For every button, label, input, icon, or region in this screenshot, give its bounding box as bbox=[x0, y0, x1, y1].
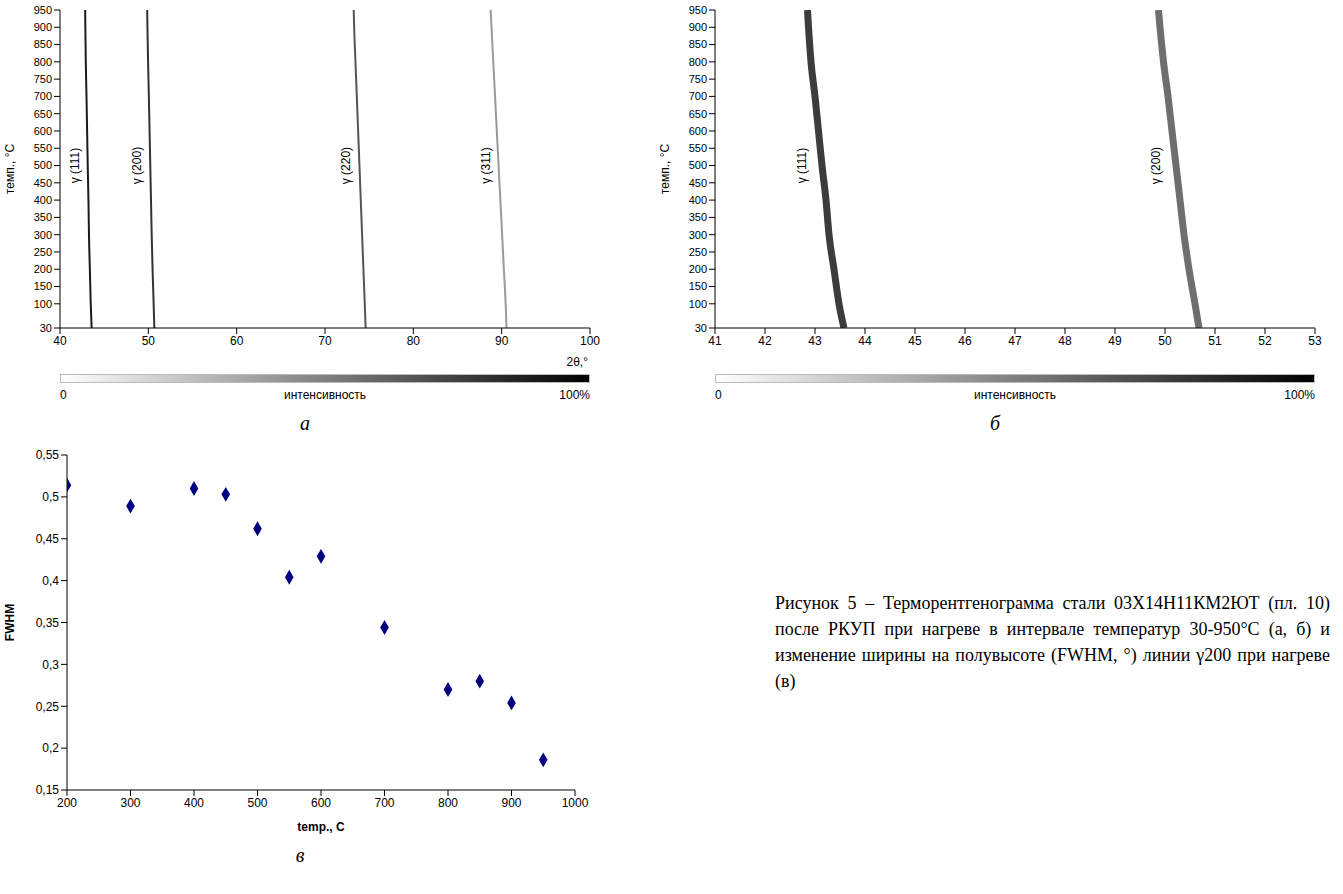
html-text:100%: 100% bbox=[1284, 388, 1315, 402]
svg-text:350: 350 bbox=[689, 211, 707, 223]
svg-text:44: 44 bbox=[858, 334, 872, 348]
svg-text:51: 51 bbox=[1208, 334, 1222, 348]
svg-text:200: 200 bbox=[34, 263, 52, 275]
svg-text:800: 800 bbox=[438, 796, 458, 810]
svg-text:750: 750 bbox=[34, 73, 52, 85]
svg-text:0,2: 0,2 bbox=[42, 741, 59, 755]
svg-text:45: 45 bbox=[908, 334, 922, 348]
svg-text:600: 600 bbox=[34, 125, 52, 137]
svg-text:150: 150 bbox=[34, 280, 52, 292]
svg-text:850: 850 bbox=[689, 38, 707, 50]
svg-text:300: 300 bbox=[120, 796, 140, 810]
svg-text:60: 60 bbox=[230, 334, 244, 348]
svg-text:500: 500 bbox=[34, 159, 52, 171]
svg-text:2θ,°: 2θ,° bbox=[567, 355, 589, 369]
svg-text:46: 46 bbox=[958, 334, 972, 348]
svg-text:40: 40 bbox=[53, 334, 67, 348]
svg-text:0,55: 0,55 bbox=[36, 448, 60, 462]
html-text:б: б bbox=[990, 412, 1000, 434]
svg-text:90: 90 bbox=[495, 334, 509, 348]
svg-text:temp., C: temp., C bbox=[297, 820, 345, 834]
html-text:интенсивность: интенсивность bbox=[973, 388, 1057, 402]
svg-text:700: 700 bbox=[34, 90, 52, 102]
svg-text:темп., °С: темп., °С bbox=[658, 144, 672, 195]
svg-text:43: 43 bbox=[808, 334, 822, 348]
html-text:а: а bbox=[300, 412, 310, 434]
svg-text:30: 30 bbox=[695, 322, 707, 334]
svg-text:48: 48 bbox=[1058, 334, 1072, 348]
svg-text:γ (200): γ (200) bbox=[130, 147, 144, 184]
svg-text:200: 200 bbox=[689, 263, 707, 275]
svg-text:450: 450 bbox=[34, 177, 52, 189]
svg-text:550: 550 bbox=[689, 142, 707, 154]
svg-text:0,35: 0,35 bbox=[36, 616, 60, 630]
svg-text:γ (220): γ (220) bbox=[339, 147, 353, 184]
svg-text:350: 350 bbox=[34, 211, 52, 223]
html-text:0: 0 bbox=[60, 388, 67, 402]
svg-text:53: 53 bbox=[1308, 334, 1322, 348]
svg-text:850: 850 bbox=[34, 38, 52, 50]
svg-text:700: 700 bbox=[374, 796, 394, 810]
svg-text:80: 80 bbox=[407, 334, 421, 348]
svg-text:γ (200): γ (200) bbox=[1149, 147, 1163, 184]
svg-text:450: 450 bbox=[689, 177, 707, 189]
svg-text:650: 650 bbox=[34, 108, 52, 120]
html-text:Рисунок 5 – Терморентгенограмм: Рисунок 5 – Терморентгенограмма стали 03… bbox=[775, 593, 1330, 691]
svg-text:0,5: 0,5 bbox=[42, 490, 59, 504]
html-text:0: 0 bbox=[715, 388, 722, 402]
svg-text:0,15: 0,15 bbox=[36, 783, 60, 797]
html-text:100%: 100% bbox=[559, 388, 590, 402]
svg-text:600: 600 bbox=[311, 796, 331, 810]
svg-text:FWHM: FWHM bbox=[3, 604, 17, 641]
svg-text:100: 100 bbox=[689, 298, 707, 310]
svg-text:400: 400 bbox=[184, 796, 204, 810]
svg-text:900: 900 bbox=[501, 796, 521, 810]
html-text:интенсивность: интенсивность bbox=[283, 388, 367, 402]
html-text:в: в bbox=[295, 844, 305, 866]
svg-text:900: 900 bbox=[34, 21, 52, 33]
svg-text:49: 49 bbox=[1108, 334, 1122, 348]
svg-text:800: 800 bbox=[34, 56, 52, 68]
svg-text:950: 950 bbox=[689, 4, 707, 16]
svg-text:42: 42 bbox=[758, 334, 772, 348]
svg-text:300: 300 bbox=[34, 229, 52, 241]
svg-text:250: 250 bbox=[34, 246, 52, 258]
svg-text:650: 650 bbox=[689, 108, 707, 120]
svg-text:47: 47 bbox=[1008, 334, 1022, 348]
svg-text:γ (111): γ (111) bbox=[68, 148, 82, 184]
svg-text:0,4: 0,4 bbox=[42, 574, 59, 588]
svg-text:41: 41 bbox=[708, 334, 722, 348]
svg-text:0,3: 0,3 bbox=[42, 658, 59, 672]
svg-text:100: 100 bbox=[580, 334, 600, 348]
svg-text:52: 52 bbox=[1258, 334, 1272, 348]
svg-text:800: 800 bbox=[689, 56, 707, 68]
svg-text:1000: 1000 bbox=[562, 796, 589, 810]
svg-text:150: 150 bbox=[689, 280, 707, 292]
svg-text:0,45: 0,45 bbox=[36, 532, 60, 546]
svg-text:100: 100 bbox=[34, 298, 52, 310]
svg-text:750: 750 bbox=[689, 73, 707, 85]
svg-text:300: 300 bbox=[689, 229, 707, 241]
svg-text:250: 250 bbox=[689, 246, 707, 258]
svg-text:γ (311): γ (311) bbox=[479, 147, 493, 183]
svg-text:950: 950 bbox=[34, 4, 52, 16]
svg-text:30: 30 bbox=[40, 322, 52, 334]
svg-text:70: 70 bbox=[318, 334, 332, 348]
svg-text:γ (111): γ (111) bbox=[795, 148, 809, 184]
svg-text:700: 700 bbox=[689, 90, 707, 102]
svg-text:0,25: 0,25 bbox=[36, 700, 60, 714]
svg-text:900: 900 bbox=[689, 21, 707, 33]
svg-text:550: 550 bbox=[34, 142, 52, 154]
svg-text:500: 500 bbox=[247, 796, 267, 810]
svg-text:50: 50 bbox=[1158, 334, 1172, 348]
svg-text:400: 400 bbox=[34, 194, 52, 206]
svg-text:50: 50 bbox=[142, 334, 156, 348]
svg-text:600: 600 bbox=[689, 125, 707, 137]
svg-text:темп., °С: темп., °С bbox=[3, 144, 17, 195]
svg-text:400: 400 bbox=[689, 194, 707, 206]
svg-text:500: 500 bbox=[689, 159, 707, 171]
svg-text:200: 200 bbox=[57, 796, 77, 810]
